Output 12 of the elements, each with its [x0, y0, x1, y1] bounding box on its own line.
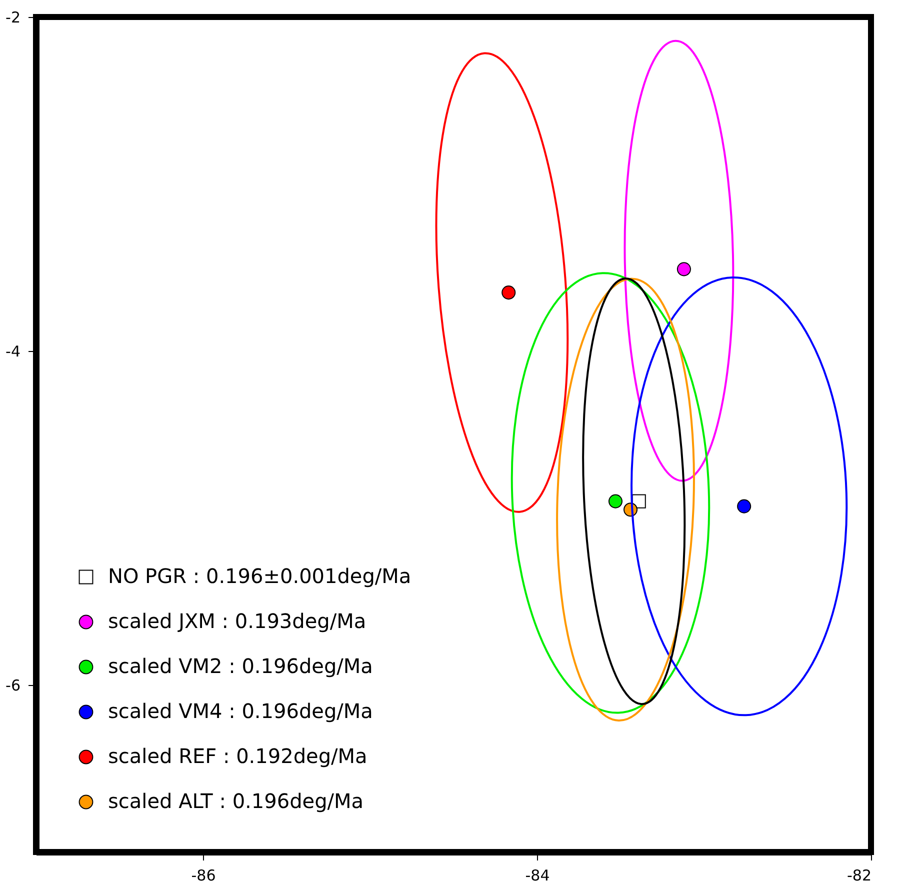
legend-label: scaled REF : 0.192deg/Ma [108, 744, 368, 768]
y-tick-label: -4 [6, 342, 20, 360]
legend-label: scaled VM2 : 0.196deg/Ma [108, 654, 373, 678]
x-tick-label: -82 [847, 866, 872, 884]
legend-label: NO PGR : 0.196±0.001deg/Ma [108, 564, 412, 588]
legend-label: scaled JXM : 0.193deg/Ma [108, 609, 366, 633]
x-tick-label: -84 [525, 866, 550, 884]
y-tick-label: -6 [6, 676, 20, 694]
legend-label: scaled VM4 : 0.196deg/Ma [108, 699, 373, 723]
x-tick-label: -86 [191, 866, 216, 884]
legend-label: scaled ALT : 0.196deg/Ma [108, 789, 364, 813]
y-tick-label: -2 [6, 8, 20, 26]
